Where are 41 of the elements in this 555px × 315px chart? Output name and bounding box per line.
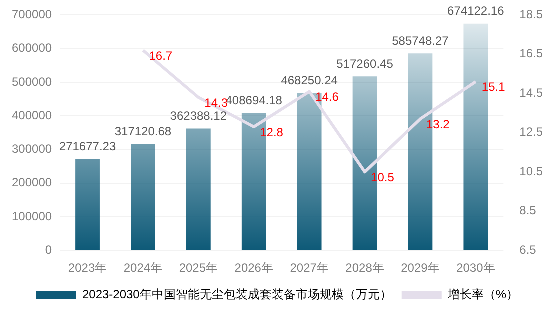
y-tick-label: 200000: [12, 176, 52, 190]
x-tick-label: 2028年: [346, 261, 384, 276]
x-tick-label: 2029年: [401, 261, 440, 276]
y2-tick-label: 14.5: [520, 86, 544, 100]
y2-tick-label: 8.5: [520, 204, 537, 218]
bar: [76, 159, 100, 250]
y-tick-label: 500000: [12, 74, 52, 89]
bar: [131, 144, 156, 250]
data-label: 674122.16: [448, 4, 505, 18]
data-label: 585748.27: [392, 34, 450, 48]
data-label: 468250.24: [281, 73, 338, 88]
data-label: 14.3: [204, 96, 228, 110]
y2-tick-label: 12.5: [520, 125, 544, 140]
x-tick-label: 2026年: [234, 261, 274, 276]
data-label: 317120.68: [114, 124, 172, 138]
data-label: 15.1: [482, 80, 506, 94]
data-label: 271677.23: [59, 140, 116, 154]
y-tick-label: 300000: [12, 142, 52, 156]
data-label: 16.7: [149, 48, 173, 63]
data-label: 12.8: [260, 125, 284, 140]
data-label: 517260.45: [336, 56, 394, 71]
x-tick-label: 2025年: [179, 261, 218, 276]
data-label: 14.6: [316, 90, 340, 104]
data-label: 13.2: [426, 117, 450, 132]
data-label: 362388.12: [170, 109, 228, 124]
legend-label: 2023-2030年中国智能无尘包装成套装备市场规模（万元）: [82, 287, 392, 302]
bar: [186, 128, 211, 250]
y2-tick-label: 16.5: [520, 46, 544, 61]
x-tick-label: 2027年: [290, 261, 329, 276]
x-tick-label: 2023年: [68, 261, 108, 276]
y-tick-label: 700000: [12, 8, 52, 22]
y2-tick-label: 6.5: [520, 242, 537, 257]
x-tick-label: 2024年: [124, 261, 163, 276]
y2-tick-label: 10.5: [520, 164, 544, 178]
y-tick-label: 0: [45, 242, 52, 257]
y-tick-label: 600000: [12, 41, 52, 56]
y-tick-label: 400000: [12, 108, 52, 122]
y-tick-label: 100000: [12, 209, 52, 224]
legend-label: 增长率（%）: [446, 287, 519, 302]
y2-tick-label: 18.5: [520, 8, 544, 22]
x-tick-label: 2030年: [456, 261, 496, 276]
